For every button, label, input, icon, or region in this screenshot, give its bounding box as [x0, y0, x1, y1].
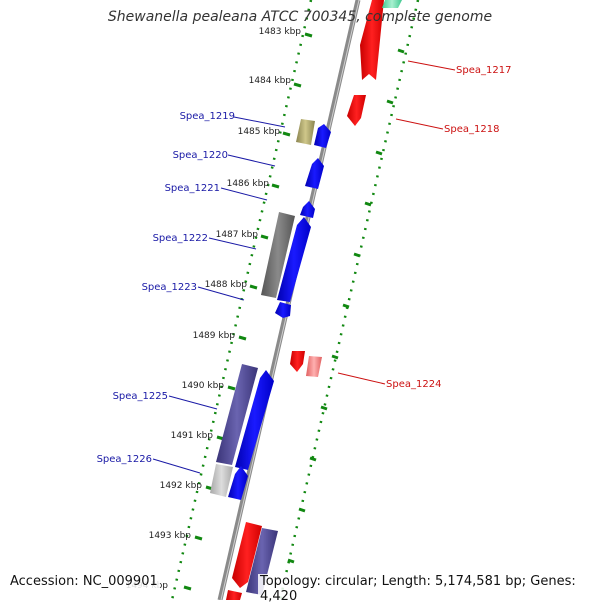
block-navy-1225	[216, 364, 258, 465]
scale-label: 1489 kbp	[193, 331, 236, 341]
inner-tick-track	[170, 0, 313, 600]
connector-spea-1224	[337, 372, 386, 385]
gene-spea-1218[interactable]	[347, 95, 366, 126]
gene-label-spea-1219[interactable]: Spea_1219	[180, 111, 235, 122]
block-gray-1222	[261, 212, 295, 298]
connector-spea-1225	[168, 395, 218, 410]
gene-spea-1220[interactable]	[305, 158, 324, 189]
scale-label: 1488 kbp	[205, 280, 248, 290]
gene-spea-1219[interactable]	[314, 124, 331, 148]
gene-spea-1217[interactable]	[360, 0, 384, 80]
gene-label-spea-1225[interactable]: Spea_1225	[113, 391, 168, 402]
gene-label-spea-1226[interactable]: Spea_1226	[97, 454, 152, 465]
scale-label: 1487 kbp	[216, 230, 259, 240]
connector-spea-1220	[227, 154, 276, 167]
gene-spea-1221[interactable]	[300, 201, 315, 218]
gene-label-spea-1217[interactable]: Spea_1217	[456, 65, 511, 76]
scale-label: 1484 kbp	[249, 76, 292, 86]
gene-spea-1224-segment	[306, 356, 322, 377]
block-khaki	[296, 119, 315, 145]
scale-tick	[227, 385, 236, 391]
connector-spea-1221	[220, 187, 268, 201]
outer-tick-track	[278, 0, 420, 600]
block-light-1226	[210, 464, 233, 497]
gene-spea-1224[interactable]	[290, 351, 305, 372]
gene-spea-1222[interactable]	[277, 217, 311, 302]
connector-spea-1217	[407, 60, 456, 71]
scale-tick	[282, 131, 291, 137]
gene-label-spea-1221[interactable]: Spea_1221	[165, 183, 220, 194]
gene-spea-1223[interactable]	[275, 302, 291, 318]
gene-label-spea-1224[interactable]: Spea_1224	[386, 379, 441, 390]
gene-spea-1217-cap	[382, 0, 402, 8]
gene-label-spea-1223[interactable]: Spea_1223	[142, 282, 197, 293]
scale-label: 1486 kbp	[227, 179, 270, 189]
scale-tick	[249, 284, 258, 290]
scale-label: 1483 kbp	[259, 27, 302, 37]
scale-label: 1491 kbp	[171, 431, 214, 441]
scale-tick	[271, 183, 280, 189]
scale-tick	[293, 82, 302, 88]
scale-ticks	[183, 32, 313, 591]
genome-summary-text: Topology: circular; Length: 5,174,581 bp…	[258, 574, 600, 604]
gene-spea-1225[interactable]	[235, 370, 274, 470]
scale-tick	[183, 585, 192, 591]
gene-label-spea-1220[interactable]: Spea_1220	[173, 150, 228, 161]
block-navy-bottom	[246, 528, 278, 595]
scale-label: 1485 kbp	[238, 127, 281, 137]
scale-tick	[260, 234, 269, 240]
connector-spea-1222	[208, 237, 257, 250]
scale-label: 1493 kbp	[149, 531, 192, 541]
gene-reverse-bottom[interactable]	[232, 522, 262, 588]
connector-spea-1226	[152, 458, 201, 474]
accession-text: Accession: NC_009901	[8, 574, 160, 589]
scale-label: 1490 kbp	[182, 381, 225, 391]
scale-tick	[194, 535, 203, 541]
scale-tick	[238, 335, 247, 341]
outer-track-dashes	[287, 48, 405, 564]
gene-spea-1226[interactable]	[228, 466, 248, 500]
map-title: Shewanella pealeana ATCC 700345, complet…	[107, 9, 493, 25]
gene-label-spea-1222[interactable]: Spea_1222	[153, 233, 208, 244]
connector-spea-1223	[197, 286, 245, 301]
connector-spea-1218	[395, 118, 444, 130]
gene-reverse-bottom-2	[226, 590, 242, 600]
scale-label: 1492 kbp	[160, 481, 203, 491]
connector-spea-1219	[233, 116, 286, 128]
gene-label-spea-1218[interactable]: Spea_1218	[444, 124, 499, 135]
scale-tick	[304, 32, 313, 38]
